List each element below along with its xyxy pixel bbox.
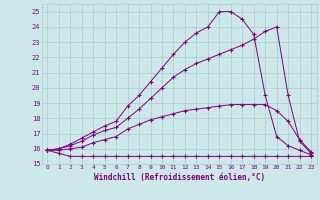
X-axis label: Windchill (Refroidissement éolien,°C): Windchill (Refroidissement éolien,°C) xyxy=(94,173,265,182)
